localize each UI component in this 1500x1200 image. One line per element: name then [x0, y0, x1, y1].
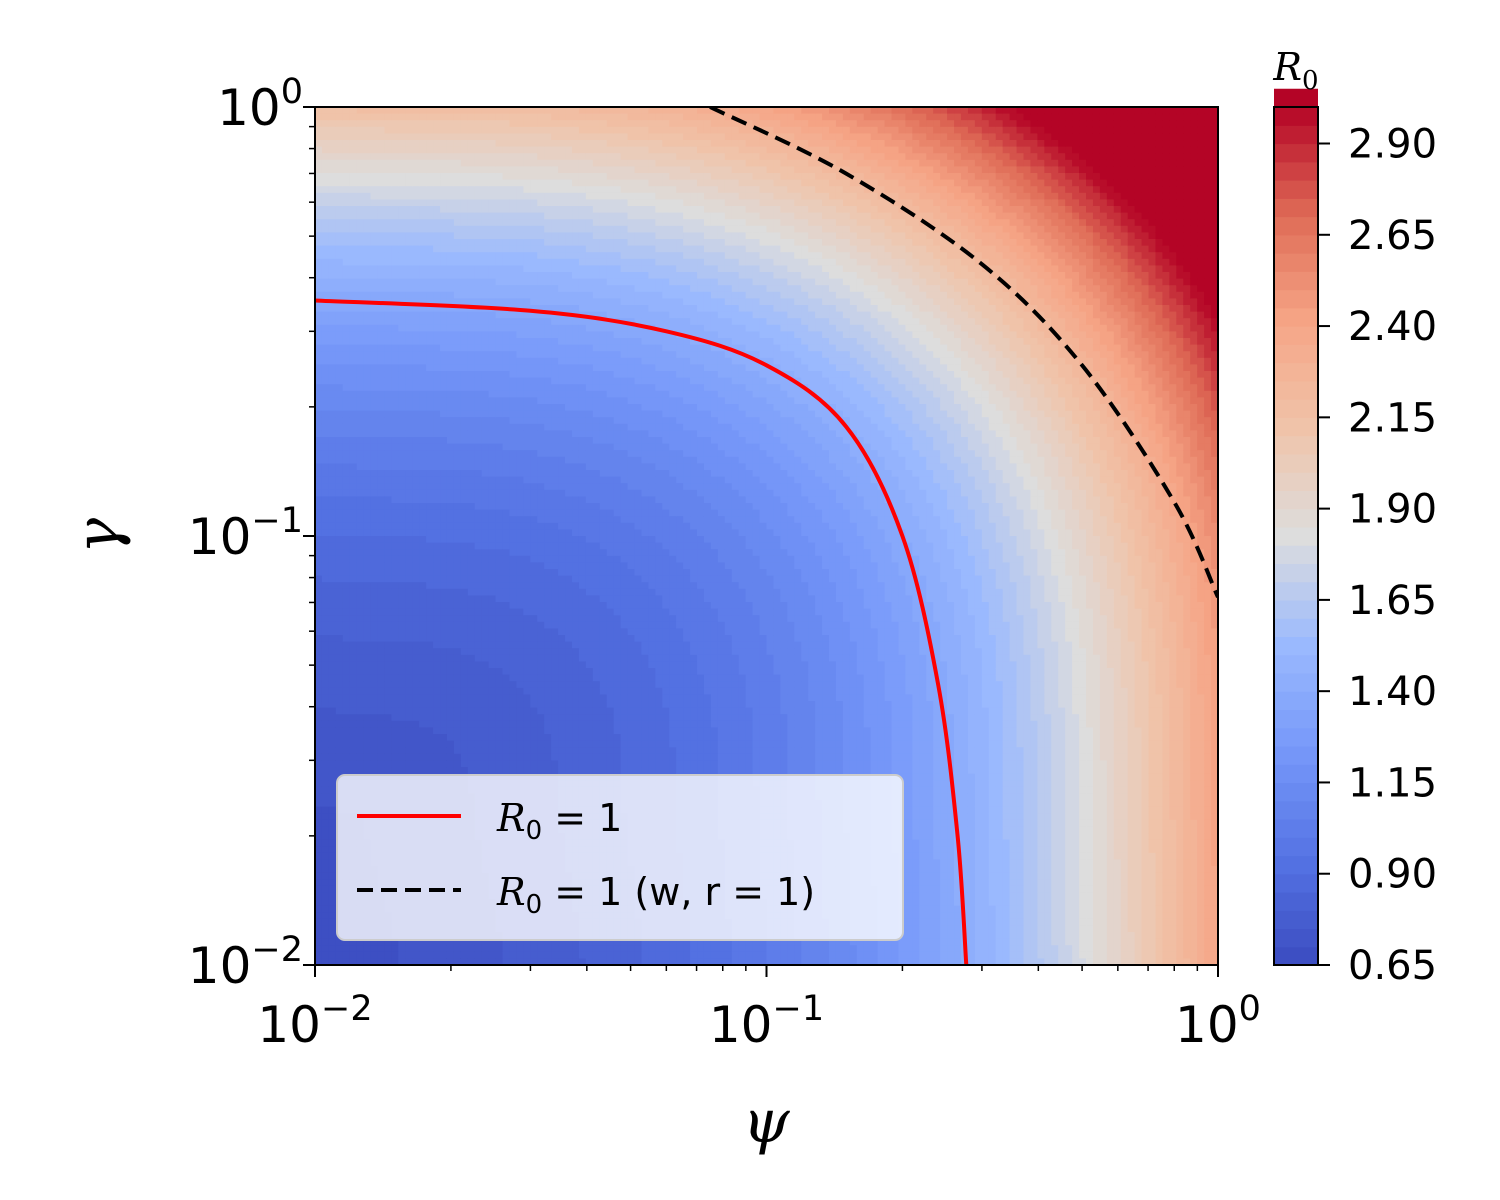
colorbar-band	[1274, 271, 1318, 291]
y-axis: 10−2 10−1 100	[188, 72, 315, 995]
colorbar-band	[1274, 380, 1318, 400]
colorbar-band	[1274, 307, 1318, 327]
colorbar-band	[1274, 545, 1318, 564]
colorbar-band	[1274, 234, 1318, 254]
y-tick-label: 100	[217, 72, 303, 137]
colorbar-band	[1274, 490, 1318, 510]
legend-label-r0-equals-1-w-r: R0 = 1 (w, r = 1)	[496, 870, 815, 920]
colorbar-band	[1274, 417, 1318, 437]
colorbar-band	[1274, 818, 1318, 838]
colorbar-band	[1274, 180, 1318, 199]
colorbar-band	[1274, 399, 1318, 418]
colorbar-band	[1274, 289, 1318, 309]
colorbar-band	[1274, 855, 1318, 875]
colorbar-band	[1274, 636, 1318, 656]
colorbar: 0.65 0.90 1.15 1.40 1.65 1.90 2.15 2.40 2.65 2.90	[1274, 88, 1437, 989]
colorbar-tick-label: 1.40	[1348, 669, 1437, 715]
colorbar-band	[1274, 453, 1318, 473]
colorbar-label: R0	[1272, 45, 1318, 96]
colorbar-tick-label: 2.15	[1348, 395, 1437, 441]
colorbar-band	[1274, 526, 1318, 546]
colorbar-band	[1274, 581, 1318, 601]
colorbar-band	[1274, 727, 1318, 747]
colorbar-band	[1274, 88, 1318, 108]
colorbar-band	[1274, 253, 1318, 272]
x-tick-label: 100	[1175, 989, 1261, 1054]
colorbar-band	[1274, 125, 1318, 145]
colorbar-band	[1274, 928, 1318, 948]
colorbar-band	[1274, 198, 1318, 218]
colorbar-tick-label: 1.90	[1348, 487, 1437, 533]
y-tick-label: 10−2	[188, 930, 303, 995]
colorbar-band	[1274, 873, 1318, 893]
colorbar-band	[1274, 107, 1318, 126]
colorbar-band	[1274, 946, 1318, 966]
colorbar-tick-label: 1.15	[1348, 760, 1437, 806]
colorbar-band	[1274, 326, 1318, 345]
colorbar-band	[1274, 782, 1318, 802]
x-axis-label: ψ	[742, 1087, 790, 1157]
colorbar-tick-label: 2.40	[1348, 304, 1437, 350]
colorbar-band	[1274, 910, 1318, 930]
colorbar-band	[1274, 764, 1318, 784]
colorbar-band	[1274, 891, 1318, 911]
colorbar-band	[1274, 745, 1318, 765]
colorbar-band	[1274, 837, 1318, 857]
colorbar-tick-label: 2.90	[1348, 122, 1437, 168]
colorbar-band	[1274, 161, 1318, 181]
legend-box	[336, 774, 904, 941]
colorbar-tick-label: 1.65	[1348, 578, 1437, 624]
colorbar-tick-label: 0.65	[1348, 943, 1437, 989]
colorbar-tick-label: 0.90	[1348, 852, 1437, 898]
colorbar-band	[1274, 709, 1318, 729]
y-tick-label: 10−1	[188, 501, 303, 566]
colorbar-band	[1274, 618, 1318, 638]
colorbar-band	[1274, 800, 1318, 820]
colorbar-band	[1274, 435, 1318, 455]
y-axis-label: γ	[63, 518, 133, 554]
colorbar-band	[1274, 672, 1318, 692]
curves-layer	[315, 107, 1218, 965]
colorbar-band	[1274, 654, 1318, 674]
colorbar-band	[1274, 362, 1318, 382]
x-axis: 10−2 10−1 100	[257, 965, 1261, 1054]
r0-contour-dashed	[709, 107, 1218, 599]
colorbar-band	[1274, 599, 1318, 619]
x-tick-label: 10−1	[709, 989, 824, 1054]
x-tick-label: 10−2	[257, 989, 372, 1054]
colorbar-band	[1274, 472, 1318, 491]
r0-contour-red	[315, 298, 969, 965]
colorbar-tick-label: 2.65	[1348, 213, 1437, 259]
legend: R0 = 1 R0 = 1 (w, r = 1)	[336, 774, 904, 941]
colorbar-band	[1274, 216, 1318, 236]
colorbar-band	[1274, 691, 1318, 711]
legend-label-r0-equals-1: R0 = 1	[496, 796, 622, 846]
colorbar-frame	[1273, 106, 1319, 966]
colorbar-band	[1274, 508, 1318, 528]
colorbar-band	[1274, 143, 1318, 163]
colorbar-band	[1274, 563, 1318, 583]
colorbar-band	[1274, 344, 1318, 364]
